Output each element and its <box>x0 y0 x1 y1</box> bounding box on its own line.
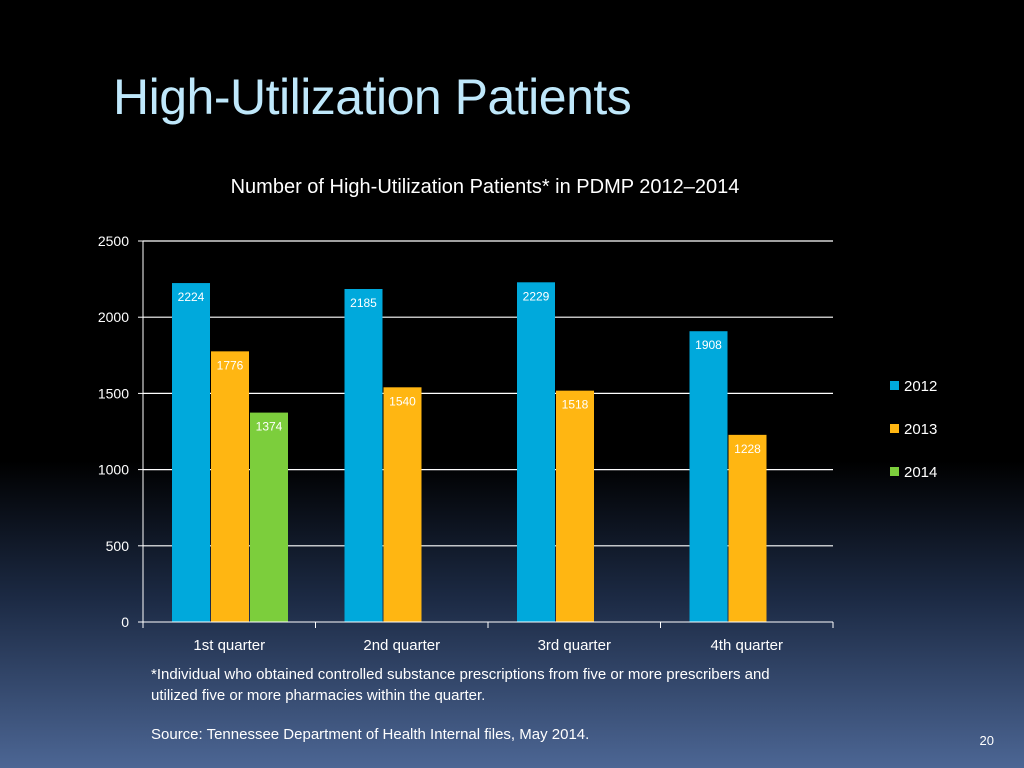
legend-label-2014: 2014 <box>904 464 937 481</box>
bar-2012-1 <box>172 283 210 622</box>
chart-title: Number of High-Utilization Patients* in … <box>230 176 740 198</box>
data-label: 1228 <box>734 442 761 456</box>
x-tick-label: 1st quarter <box>193 637 265 654</box>
y-tick-label: 0 <box>121 614 129 630</box>
y-tick-label: 1500 <box>98 385 129 401</box>
y-tick-label: 1000 <box>98 462 129 478</box>
source-note: Source: Tennessee Department of Health I… <box>151 726 590 743</box>
page-number: 20 <box>979 733 994 748</box>
bars <box>172 282 767 622</box>
axes: 0 500 1000 1500 2000 2500 1st quarter 2nd quart… <box>98 233 834 654</box>
bar-2013-1 <box>211 351 249 622</box>
bar-2012-4 <box>689 331 728 622</box>
y-tick-label: 2000 <box>98 309 129 325</box>
bar-2013-4 <box>728 434 767 622</box>
footnote: *Individual who obtained controlled subs… <box>151 666 770 704</box>
legend-label-2012: 2012 <box>904 378 937 395</box>
data-label: 1908 <box>695 338 722 352</box>
data-labels: 2224 1776 1374 2185 1540 2229 1518 1908 1228 <box>178 289 762 456</box>
bar-2013-3 <box>556 390 594 622</box>
data-label: 2185 <box>350 296 377 310</box>
data-label: 1518 <box>562 398 589 412</box>
x-tick-label: 4th quarter <box>710 637 783 654</box>
data-label: 1776 <box>217 358 244 372</box>
legend-swatch-2013 <box>890 424 899 433</box>
legend-swatch-2014 <box>890 467 899 476</box>
bar-2012-2 <box>344 289 383 622</box>
data-label: 1374 <box>256 420 283 434</box>
y-tick-label: 500 <box>106 538 130 554</box>
x-tick-label: 2nd quarter <box>363 637 440 654</box>
legend: 2012 2013 2014 <box>890 378 937 481</box>
data-label: 2224 <box>178 290 205 304</box>
legend-swatch-2012 <box>890 381 899 390</box>
bar-2014-1 <box>250 412 288 622</box>
slide-title: High-Utilization Patients <box>113 69 632 125</box>
x-tick-label: 3rd quarter <box>538 637 611 654</box>
data-label: 1540 <box>389 394 416 408</box>
y-tick-label: 2500 <box>98 233 129 249</box>
bar-2012-3 <box>517 282 555 622</box>
bar-2013-2 <box>383 387 422 622</box>
legend-label-2013: 2013 <box>904 421 937 438</box>
data-label: 2229 <box>523 289 550 303</box>
